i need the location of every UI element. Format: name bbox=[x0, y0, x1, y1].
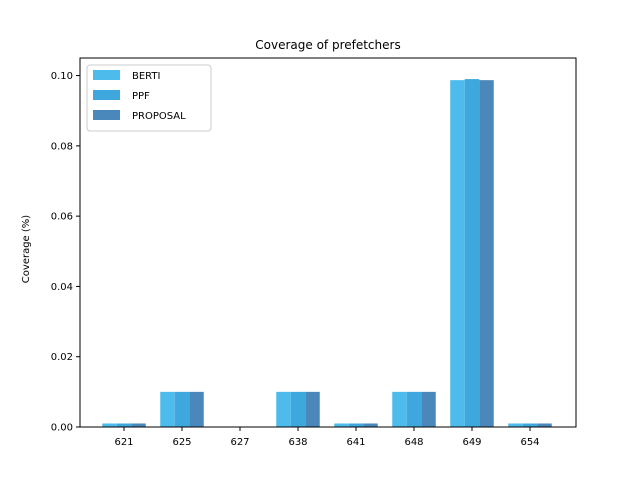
bar-proposal-638 bbox=[305, 391, 320, 427]
x-tick-label: 649 bbox=[462, 437, 481, 448]
legend-swatch-ppf bbox=[93, 90, 120, 100]
bar-proposal-625 bbox=[189, 391, 204, 427]
legend-label-ppf: PPF bbox=[132, 91, 150, 102]
plot-frame bbox=[79, 57, 577, 428]
y-tick-label: 0.10 bbox=[51, 71, 73, 82]
x-tick-label: 654 bbox=[520, 437, 539, 448]
y-ticks: 0.00 0.02 0.04 0.06 0.08 0.10 bbox=[51, 71, 80, 434]
y-tick-label: 0.02 bbox=[51, 352, 73, 363]
bar-berti-621 bbox=[102, 423, 117, 427]
y-tick-label: 0.06 bbox=[51, 212, 73, 223]
bar-proposal-621 bbox=[131, 423, 146, 427]
chart-title: Coverage of prefetchers bbox=[255, 38, 400, 52]
bar-ppf-654 bbox=[522, 423, 538, 427]
y-tick-label: 0.08 bbox=[51, 141, 73, 152]
x-tick-label: 627 bbox=[230, 437, 249, 448]
x-tick-label: 625 bbox=[172, 437, 191, 448]
y-tick-label: 0.04 bbox=[51, 282, 73, 293]
y-tick-label: 0.00 bbox=[51, 423, 73, 434]
y-axis-label: Coverage (%) bbox=[21, 215, 32, 283]
bar-ppf-648 bbox=[406, 391, 422, 427]
bar-ppf-641 bbox=[348, 423, 364, 427]
bar-proposal-648 bbox=[421, 391, 436, 427]
bar-berti-625 bbox=[160, 391, 175, 427]
bar-proposal-649 bbox=[479, 80, 494, 427]
x-tick-label: 638 bbox=[288, 437, 307, 448]
bar-proposal-654 bbox=[537, 423, 552, 427]
x-tick-label: 621 bbox=[114, 437, 133, 448]
bar-berti-638 bbox=[276, 391, 291, 427]
bar-berti-649 bbox=[450, 80, 465, 427]
bar-ppf-621 bbox=[116, 423, 132, 427]
bar-proposal-641 bbox=[363, 423, 378, 427]
bar-ppf-625 bbox=[174, 391, 190, 427]
legend-label-proposal: PROPOSAL bbox=[132, 111, 186, 122]
bar-berti-648 bbox=[392, 391, 407, 427]
x-ticks: 621 625 627 638 641 648 649 654 bbox=[114, 427, 540, 448]
x-tick-label: 648 bbox=[404, 437, 423, 448]
x-tick-label: 641 bbox=[346, 437, 365, 448]
bar-ppf-649 bbox=[464, 79, 480, 427]
bar-ppf-638 bbox=[290, 391, 306, 427]
legend-swatch-proposal bbox=[93, 110, 120, 120]
legend-label-berti: BERTI bbox=[132, 71, 160, 82]
legend-swatch-berti bbox=[93, 70, 120, 80]
bar-berti-654 bbox=[508, 423, 523, 427]
legend: BERTI PPF PROPOSAL bbox=[86, 64, 212, 132]
bar-berti-641 bbox=[334, 423, 349, 427]
bars-group bbox=[102, 79, 552, 427]
